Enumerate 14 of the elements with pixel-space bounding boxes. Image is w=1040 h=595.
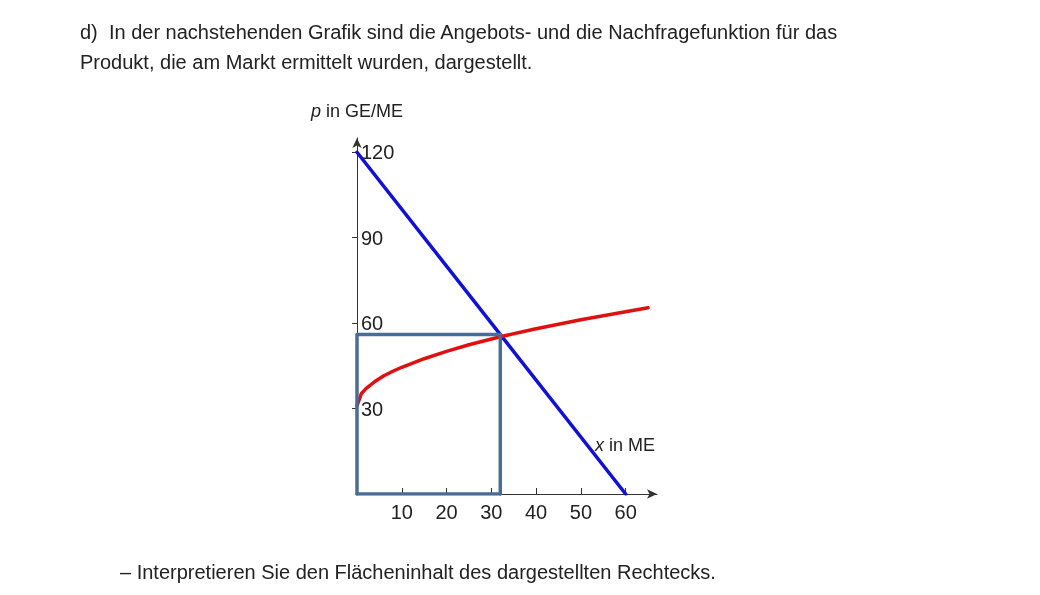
y-tick-label: 30 — [361, 397, 384, 420]
x-tick-label: 60 — [614, 501, 637, 523]
x-tick-label: 20 — [435, 501, 458, 523]
x-axis-title: x in ME — [594, 435, 656, 455]
chart-title: d) In der nachstehenden Grafik sind die Angebots- und die Nachfragefunktion für das Produkt, die am Markt ermittelt wurden, dargestellt. — [80, 21, 843, 73]
x-tick-label: 40 — [524, 501, 548, 523]
y-tick-label: 90 — [361, 226, 384, 249]
x-tick-label: 50 — [569, 501, 593, 523]
text: – Interpretieren Sie den Flächeninhalt des dargestellten Rechtecks. — [120, 561, 716, 583]
x-tick-label: 30 — [480, 501, 503, 523]
x-tick-label: 10 — [390, 501, 413, 523]
y-tick-label: 60 — [361, 312, 384, 335]
y-tick-label: 120 — [361, 141, 395, 164]
y-axis-title: p in GE/ME — [309, 101, 404, 121]
